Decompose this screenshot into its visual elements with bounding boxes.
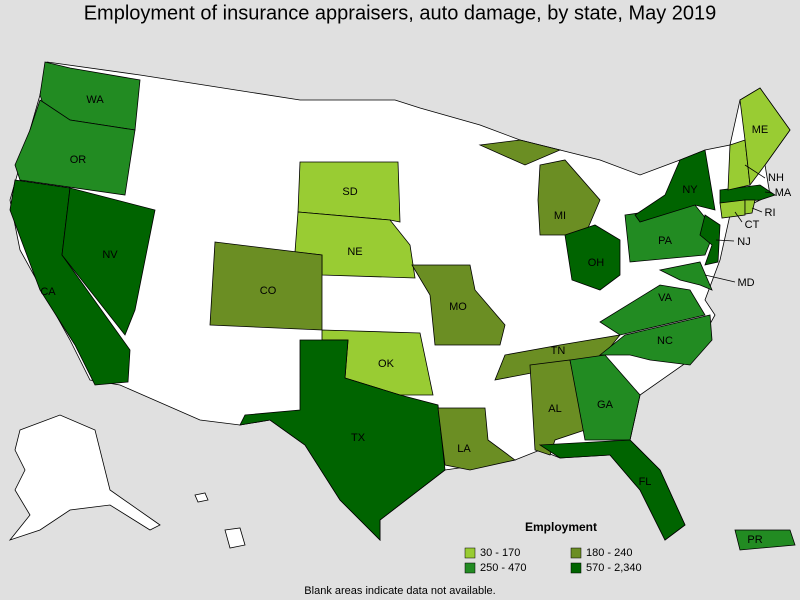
- legend-label: 30 - 170: [480, 547, 520, 559]
- state-label: TX: [351, 432, 366, 444]
- state-label: OK: [378, 358, 395, 370]
- state-label: MO: [449, 301, 467, 313]
- leader-line: [751, 207, 763, 213]
- state: [598, 314, 713, 366]
- state-label: MI: [554, 210, 566, 222]
- state: [569, 354, 641, 441]
- leader-line: [715, 239, 735, 242]
- state: [239, 339, 446, 541]
- leader-line: [704, 274, 736, 283]
- state-label: PA: [658, 235, 673, 247]
- state: [437, 407, 516, 471]
- state-label: GA: [597, 399, 614, 411]
- map-title: Employment of insurance appraisers, auto…: [84, 2, 717, 24]
- footnote: Blank areas indicate data not available.: [304, 585, 495, 597]
- state-label: VA: [658, 292, 673, 304]
- state: [538, 439, 686, 541]
- state: [719, 184, 776, 204]
- legend-swatch: [464, 547, 476, 559]
- leader-line: [734, 211, 743, 223]
- state: [14, 99, 136, 196]
- state-label: NV: [102, 249, 118, 261]
- state: [478, 139, 562, 166]
- state-label: CA: [40, 286, 56, 298]
- legend-label: 570 - 2,340: [586, 562, 642, 574]
- legend-title: Employment: [525, 520, 597, 534]
- state: [564, 224, 621, 291]
- state-label: ME: [752, 124, 769, 136]
- state-label: WA: [86, 94, 104, 106]
- state-label: AL: [548, 403, 561, 415]
- leader-line: [744, 164, 766, 179]
- legend-swatch: [464, 562, 476, 574]
- state: [658, 261, 713, 291]
- legend-label: 250 - 470: [480, 562, 526, 574]
- state-label: FL: [639, 476, 652, 488]
- state-label: PR: [747, 534, 762, 546]
- state: [297, 161, 401, 223]
- state-label: MA: [775, 187, 792, 199]
- hawaii: [224, 527, 246, 549]
- state-label: LA: [457, 443, 471, 455]
- state-label: CT: [745, 219, 760, 231]
- state-label: NE: [347, 246, 362, 258]
- state-label: NH: [768, 172, 784, 184]
- state-label: OR: [70, 154, 87, 166]
- state: [699, 214, 721, 266]
- legend-label: 180 - 240: [586, 547, 632, 559]
- state-label: RI: [765, 207, 776, 219]
- state: [411, 264, 506, 346]
- legend-swatch: [570, 562, 582, 574]
- state-label: CO: [260, 285, 277, 297]
- state: [719, 199, 746, 219]
- state-label: NY: [682, 184, 698, 196]
- legend-swatch: [570, 547, 582, 559]
- state: [734, 529, 796, 551]
- state-label: NJ: [737, 236, 750, 248]
- state-label: NC: [657, 335, 673, 347]
- state-label: TN: [551, 345, 566, 357]
- leader-line: [764, 191, 773, 194]
- state: [739, 87, 791, 187]
- state: [61, 187, 156, 336]
- state: [744, 199, 756, 215]
- hawaii-small: [194, 492, 209, 503]
- state-label: OH: [588, 257, 605, 269]
- alaska: [8, 414, 161, 541]
- state: [599, 284, 706, 336]
- state-label: SD: [342, 186, 357, 198]
- state: [634, 149, 716, 223]
- state-label: MD: [737, 277, 754, 289]
